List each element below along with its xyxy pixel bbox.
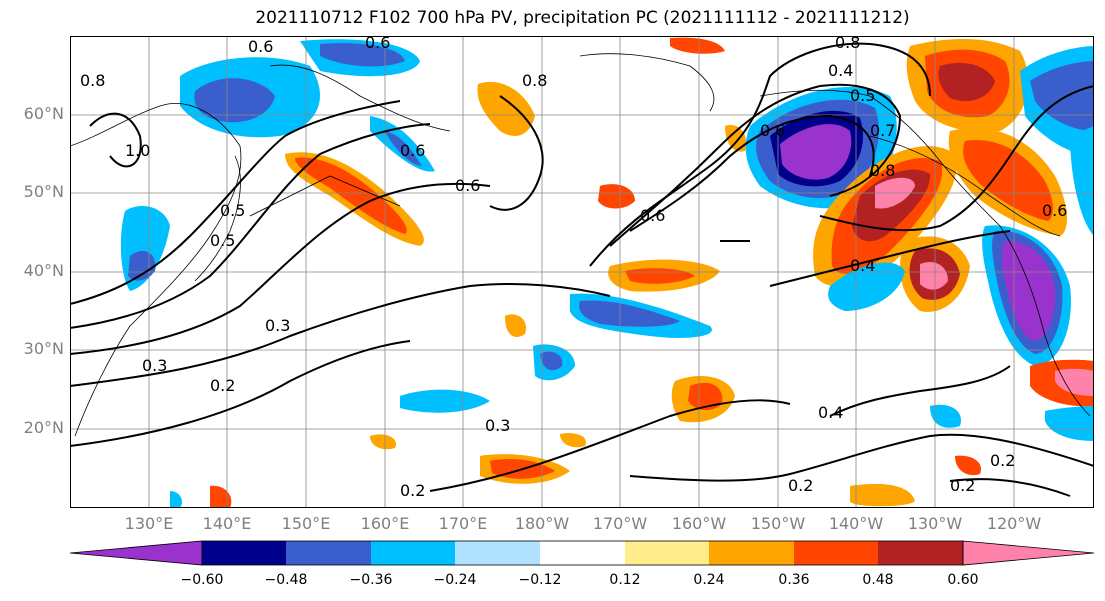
colorbar-tick: −0.36 (349, 572, 393, 588)
lat-label-40n: 40°N (23, 261, 64, 280)
graticule (70, 36, 1094, 508)
contour-label: 0.6 (455, 176, 480, 195)
contour-label: 0.8 (870, 161, 895, 180)
colorbar-tick: 0.60 (947, 572, 979, 588)
colorbar-swatch (286, 541, 371, 565)
colorbar-tick: −0.60 (180, 572, 224, 588)
map-title: 2021110712 F102 700 hPa PV, precipitatio… (255, 8, 910, 28)
colorbar (70, 540, 1094, 566)
lon-label: 150°W (750, 514, 806, 533)
lon-label: 170°E (438, 514, 488, 533)
lat-label-50n: 50°N (23, 182, 64, 201)
contour-label: 0.4 (818, 403, 843, 422)
contour-label: 0.6 (1042, 201, 1067, 220)
lon-label: 130°W (907, 514, 963, 533)
pv-contours (70, 42, 1094, 497)
map-frame (70, 36, 1094, 508)
contour-label: 0.6 (400, 141, 425, 160)
lon-label: 140°E (202, 514, 252, 533)
lon-label: 180°W (514, 514, 570, 533)
colorbar-swatch (794, 541, 878, 565)
contour-label: 0.5 (220, 201, 245, 220)
lon-label: 160°E (360, 514, 410, 533)
precip-shading (120, 37, 1094, 508)
lon-label: 130°E (124, 514, 174, 533)
contour-label: 0.4 (850, 256, 875, 275)
contour-label: 0.8 (80, 71, 105, 90)
contour-label: 0.2 (990, 451, 1015, 470)
contour-label: 0.3 (485, 416, 510, 435)
lon-label: 170°W (592, 514, 648, 533)
contour-label: 0.4 (828, 61, 853, 80)
contour-label: 0.2 (210, 376, 235, 395)
colorbar-tick: 0.12 (609, 572, 641, 588)
contour-label: 1.0 (125, 141, 150, 160)
contour-label: 0.5 (850, 86, 875, 105)
colorbar-swatch (202, 541, 286, 565)
lat-label-20n: 20°N (23, 418, 64, 437)
contour-label: 0.6 (365, 36, 390, 52)
contour-label: 0.6 (640, 206, 665, 225)
colorbar-tick: −0.48 (264, 572, 308, 588)
contour-label: 0.7 (870, 121, 895, 140)
contour-label: 0.2 (950, 476, 975, 495)
colorbar-tick: 0.36 (778, 572, 810, 588)
colorbar-swatch (625, 541, 709, 565)
contour-label: 0.6 (248, 37, 273, 56)
lon-label: 160°W (671, 514, 727, 533)
colorbar-tick: 0.24 (693, 572, 725, 588)
colorbar-max-arrow (962, 540, 1094, 566)
colorbar-tick: −0.12 (518, 572, 562, 588)
colorbar-swatch (709, 541, 794, 565)
lat-label-30n: 30°N (23, 339, 64, 358)
contour-label: 0.3 (142, 356, 167, 375)
colorbar-swatch (371, 541, 455, 565)
contour-label: 0.5 (210, 231, 235, 250)
lon-label: 120°W (986, 514, 1042, 533)
contour-label: 0.2 (788, 476, 813, 495)
contour-labels: 0.6 0.6 0.8 0.8 1.0 0.6 0.6 0.5 0.5 0.3 … (80, 36, 1067, 500)
contour-label: 0.8 (835, 36, 860, 52)
lon-label: 150°E (281, 514, 331, 533)
colorbar-swatch (878, 541, 963, 565)
contour-label: 0.3 (265, 316, 290, 335)
lon-label: 140°W (828, 514, 884, 533)
colorbar-tick: −0.24 (433, 572, 477, 588)
map-panel: 0.6 0.6 0.8 0.8 1.0 0.6 0.6 0.5 0.5 0.3 … (70, 36, 1094, 508)
colorbar-swatch (540, 541, 625, 565)
lat-label-60n: 60°N (23, 104, 64, 123)
contour-label: 0.6 (760, 121, 785, 140)
colorbar-tick: 0.48 (862, 572, 894, 588)
contour-label: 0.8 (522, 71, 547, 90)
contour-label: 0.2 (400, 481, 425, 500)
coastlines (70, 53, 1091, 437)
colorbar-min-arrow (70, 540, 203, 566)
colorbar-swatch (455, 541, 540, 565)
